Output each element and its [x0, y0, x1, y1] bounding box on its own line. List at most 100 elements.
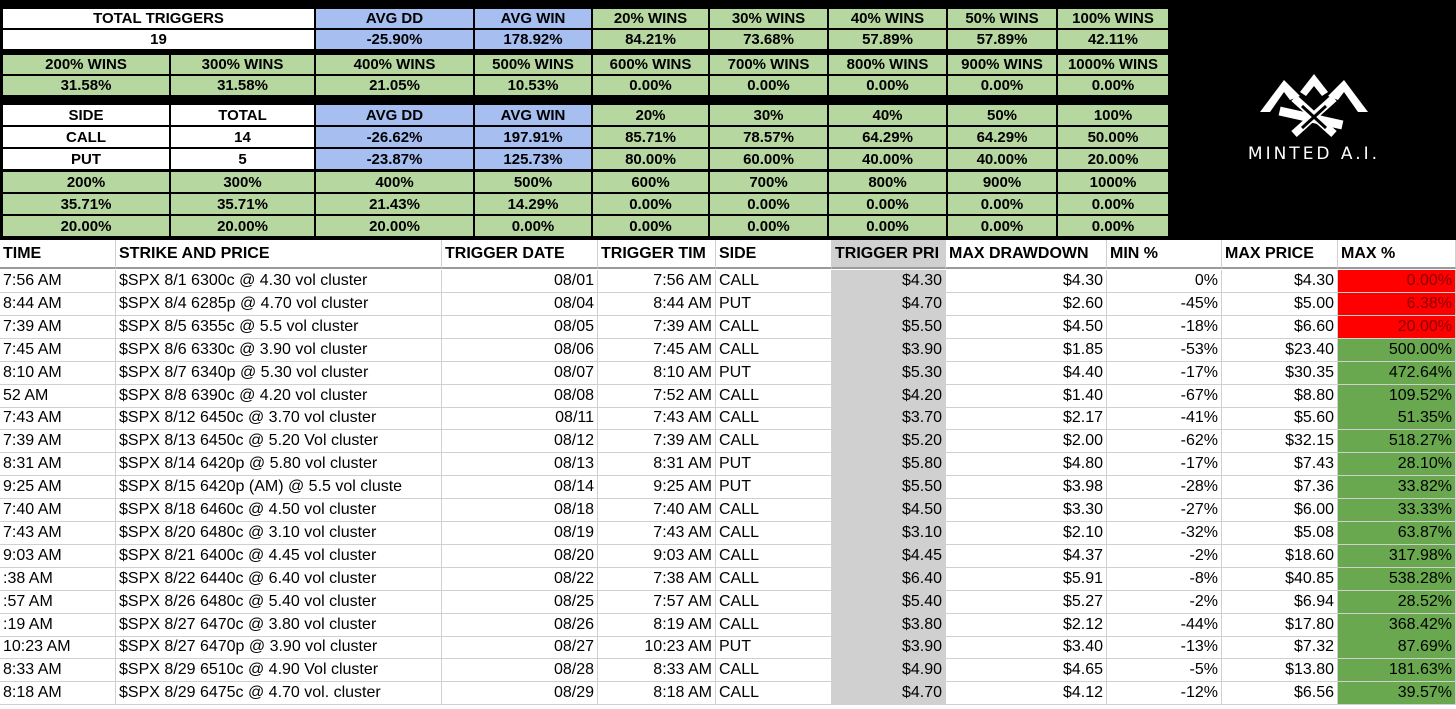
side-header[interactable]: 700%: [709, 171, 828, 193]
side-value[interactable]: 0.00%: [1057, 215, 1169, 237]
side-value[interactable]: CALL: [2, 126, 170, 148]
cell-side[interactable]: CALL: [716, 682, 832, 705]
cell-time[interactable]: :57 AM: [0, 591, 116, 614]
cell-max-price[interactable]: $5.08: [1222, 522, 1338, 545]
cell-strike-and-price[interactable]: $SPX 8/20 6480c @ 3.10 vol cluster: [116, 522, 442, 545]
summary-value[interactable]: 21.05%: [315, 75, 474, 96]
cell-max-price[interactable]: $32.15: [1222, 430, 1338, 453]
side-header[interactable]: 100%: [1057, 104, 1169, 126]
cell-max-pct[interactable]: 109.52%: [1338, 385, 1456, 408]
cell-trigger-time[interactable]: 9:25 AM: [598, 476, 716, 499]
side-value[interactable]: 20.00%: [315, 215, 474, 237]
cell-trigger-time[interactable]: 7:43 AM: [598, 522, 716, 545]
cell-trigger-price[interactable]: $3.90: [832, 339, 946, 362]
cell-min-pct[interactable]: -2%: [1107, 545, 1222, 568]
cell-trigger-date[interactable]: 08/04: [442, 293, 598, 316]
side-header[interactable]: SIDE: [2, 104, 170, 126]
cell-time[interactable]: 9:03 AM: [0, 545, 116, 568]
side-value[interactable]: 85.71%: [592, 126, 709, 148]
side-value[interactable]: 0.00%: [709, 215, 828, 237]
cell-max-price[interactable]: $13.80: [1222, 659, 1338, 682]
summary-label[interactable]: 40% WINS: [828, 8, 947, 29]
column-header-trigger-price[interactable]: TRIGGER PRI: [832, 240, 946, 269]
cell-side[interactable]: PUT: [716, 636, 832, 659]
cell-max-pct[interactable]: 181.63%: [1338, 659, 1456, 682]
cell-trigger-time[interactable]: 8:19 AM: [598, 614, 716, 637]
cell-strike-and-price[interactable]: $SPX 8/6 6330c @ 3.90 vol cluster: [116, 339, 442, 362]
column-header-trigger-date[interactable]: TRIGGER DATE: [442, 240, 598, 269]
cell-max-drawdown[interactable]: $2.00: [946, 430, 1107, 453]
column-header-min-pct[interactable]: MIN %: [1107, 240, 1222, 269]
side-value[interactable]: -26.62%: [315, 126, 474, 148]
summary-value[interactable]: 10.53%: [474, 75, 592, 96]
side-header[interactable]: TOTAL: [170, 104, 315, 126]
side-value[interactable]: 78.57%: [709, 126, 828, 148]
cell-strike-and-price[interactable]: $SPX 8/27 6470p @ 3.90 vol cluster: [116, 636, 442, 659]
cell-trigger-price[interactable]: $5.30: [832, 362, 946, 385]
cell-strike-and-price[interactable]: $SPX 8/22 6440c @ 6.40 vol cluster: [116, 568, 442, 591]
cell-time[interactable]: 52 AM: [0, 385, 116, 408]
summary-value[interactable]: 31.58%: [2, 75, 170, 96]
column-header-strike-and-price[interactable]: STRIKE AND PRICE: [116, 240, 442, 269]
cell-trigger-price[interactable]: $4.20: [832, 385, 946, 408]
cell-side[interactable]: PUT: [716, 362, 832, 385]
cell-max-pct[interactable]: 317.98%: [1338, 545, 1456, 568]
cell-max-drawdown[interactable]: $4.12: [946, 682, 1107, 705]
cell-side[interactable]: CALL: [716, 522, 832, 545]
cell-max-price[interactable]: $6.94: [1222, 591, 1338, 614]
cell-strike-and-price[interactable]: $SPX 8/13 6450c @ 5.20 Vol cluster: [116, 430, 442, 453]
cell-strike-and-price[interactable]: $SPX 8/29 6475c @ 4.70 vol. cluster: [116, 682, 442, 705]
cell-max-price[interactable]: $18.60: [1222, 545, 1338, 568]
cell-trigger-date[interactable]: 08/25: [442, 591, 598, 614]
side-value[interactable]: 0.00%: [709, 193, 828, 215]
cell-max-drawdown[interactable]: $5.27: [946, 591, 1107, 614]
cell-max-price[interactable]: $6.60: [1222, 316, 1338, 339]
cell-trigger-time[interactable]: 8:31 AM: [598, 453, 716, 476]
side-value[interactable]: 0.00%: [828, 215, 947, 237]
cell-time[interactable]: 8:31 AM: [0, 453, 116, 476]
cell-max-price[interactable]: $23.40: [1222, 339, 1338, 362]
summary-value[interactable]: 73.68%: [709, 29, 828, 50]
cell-side[interactable]: CALL: [716, 614, 832, 637]
cell-max-drawdown[interactable]: $4.80: [946, 453, 1107, 476]
cell-time[interactable]: 7:39 AM: [0, 430, 116, 453]
cell-max-drawdown[interactable]: $2.17: [946, 407, 1107, 430]
cell-strike-and-price[interactable]: $SPX 8/5 6355c @ 5.5 vol cluster: [116, 316, 442, 339]
summary-label[interactable]: 100% WINS: [1057, 8, 1169, 29]
cell-max-drawdown[interactable]: $4.30: [946, 270, 1107, 293]
side-value[interactable]: 20.00%: [170, 215, 315, 237]
cell-trigger-price[interactable]: $4.90: [832, 659, 946, 682]
cell-trigger-time[interactable]: 7:56 AM: [598, 270, 716, 293]
cell-min-pct[interactable]: -8%: [1107, 568, 1222, 591]
cell-trigger-time[interactable]: 10:23 AM: [598, 636, 716, 659]
summary-label[interactable]: 1000% WINS: [1057, 54, 1169, 75]
cell-max-pct[interactable]: 20.00%: [1338, 316, 1456, 339]
side-header[interactable]: 300%: [170, 171, 315, 193]
cell-time[interactable]: 7:45 AM: [0, 339, 116, 362]
side-value[interactable]: 0.00%: [947, 193, 1057, 215]
side-header[interactable]: 500%: [474, 171, 592, 193]
cell-trigger-price[interactable]: $3.90: [832, 636, 946, 659]
cell-strike-and-price[interactable]: $SPX 8/4 6285p @ 4.70 vol cluster: [116, 293, 442, 316]
cell-side[interactable]: CALL: [716, 270, 832, 293]
summary-value[interactable]: 84.21%: [592, 29, 709, 50]
cell-strike-and-price[interactable]: $SPX 8/1 6300c @ 4.30 vol cluster: [116, 270, 442, 293]
cell-trigger-date[interactable]: 08/08: [442, 385, 598, 408]
cell-side[interactable]: CALL: [716, 545, 832, 568]
side-value[interactable]: -23.87%: [315, 148, 474, 170]
cell-trigger-date[interactable]: 08/06: [442, 339, 598, 362]
cell-max-price[interactable]: $30.35: [1222, 362, 1338, 385]
cell-min-pct[interactable]: -12%: [1107, 682, 1222, 705]
side-header[interactable]: AVG DD: [315, 104, 474, 126]
cell-time[interactable]: 7:43 AM: [0, 522, 116, 545]
cell-max-pct[interactable]: 63.87%: [1338, 522, 1456, 545]
cell-trigger-date[interactable]: 08/19: [442, 522, 598, 545]
cell-time[interactable]: 7:43 AM: [0, 407, 116, 430]
cell-max-price[interactable]: $4.30: [1222, 270, 1338, 293]
cell-max-pct[interactable]: 368.42%: [1338, 614, 1456, 637]
cell-trigger-date[interactable]: 08/14: [442, 476, 598, 499]
summary-value[interactable]: 19: [2, 29, 315, 50]
cell-max-drawdown[interactable]: $1.40: [946, 385, 1107, 408]
cell-trigger-time[interactable]: 7:43 AM: [598, 407, 716, 430]
cell-max-pct[interactable]: 33.82%: [1338, 476, 1456, 499]
